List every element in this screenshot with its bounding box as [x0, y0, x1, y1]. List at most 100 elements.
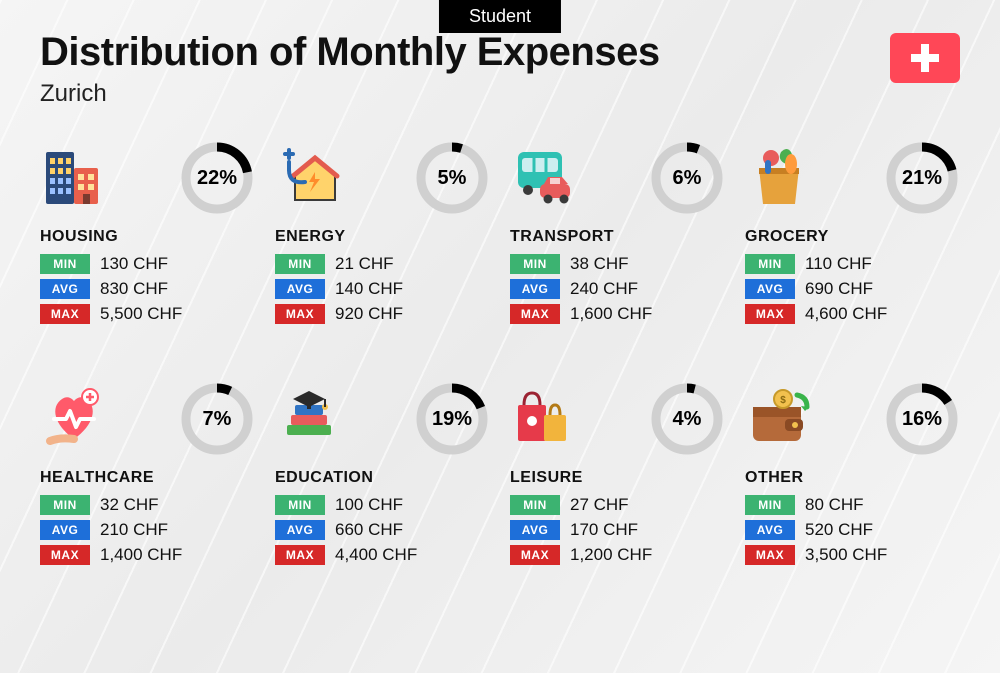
page-subtitle: Zurich: [40, 80, 107, 108]
category-card-education: 19% EDUCATION MIN 100 CHF AVG 660 CHF MA…: [275, 381, 490, 570]
pct-donut-housing: 22%: [179, 140, 255, 216]
stat-row-max: MAX 4,600 CHF: [745, 304, 960, 324]
val-max: 3,500 CHF: [805, 545, 887, 565]
pct-donut-other: 16%: [884, 381, 960, 457]
pct-donut-education: 19%: [414, 381, 490, 457]
val-min: 130 CHF: [100, 254, 168, 274]
tag-min: MIN: [745, 495, 795, 515]
bus-car-icon: [510, 140, 590, 216]
category-grid: 22% HOUSING MIN 130 CHF AVG 830 CHF MAX …: [40, 140, 960, 570]
val-max: 4,400 CHF: [335, 545, 417, 565]
stat-row-min: MIN 27 CHF: [510, 495, 725, 515]
stat-row-min: MIN 80 CHF: [745, 495, 960, 515]
tag-min: MIN: [275, 495, 325, 515]
val-avg: 210 CHF: [100, 520, 168, 540]
tag-max: MAX: [745, 545, 795, 565]
category-card-leisure: 4% LEISURE MIN 27 CHF AVG 170 CHF MAX 1,…: [510, 381, 725, 570]
stat-row-avg: AVG 520 CHF: [745, 520, 960, 540]
val-max: 1,400 CHF: [100, 545, 182, 565]
pct-value: 4%: [649, 381, 725, 457]
category-card-other: $ 16% OTHER MIN 80 CHF AVG 520 CHF MAX 3…: [745, 381, 960, 570]
tag-max: MAX: [510, 304, 560, 324]
tag-avg: AVG: [275, 520, 325, 540]
stat-row-min: MIN 38 CHF: [510, 254, 725, 274]
pct-value: 6%: [649, 140, 725, 216]
val-max: 4,600 CHF: [805, 304, 887, 324]
shopping-bags-icon: [510, 381, 590, 457]
category-card-transport: 6% TRANSPORT MIN 38 CHF AVG 240 CHF MAX …: [510, 140, 725, 329]
tag-avg: AVG: [745, 279, 795, 299]
val-avg: 660 CHF: [335, 520, 403, 540]
stat-row-max: MAX 4,400 CHF: [275, 545, 490, 565]
stat-row-avg: AVG 660 CHF: [275, 520, 490, 540]
pct-donut-transport: 6%: [649, 140, 725, 216]
tag-min: MIN: [40, 495, 90, 515]
pct-value: 21%: [884, 140, 960, 216]
pct-donut-grocery: 21%: [884, 140, 960, 216]
tag-avg: AVG: [40, 279, 90, 299]
pct-value: 22%: [179, 140, 255, 216]
val-avg: 690 CHF: [805, 279, 873, 299]
val-avg: 170 CHF: [570, 520, 638, 540]
tag-min: MIN: [745, 254, 795, 274]
stat-row-avg: AVG 690 CHF: [745, 279, 960, 299]
tag-min: MIN: [510, 495, 560, 515]
val-avg: 520 CHF: [805, 520, 873, 540]
category-title: OTHER: [745, 469, 960, 487]
tag-avg: AVG: [745, 520, 795, 540]
badge-student: Student: [439, 0, 561, 33]
stat-row-min: MIN 110 CHF: [745, 254, 960, 274]
category-title: EDUCATION: [275, 469, 490, 487]
val-min: 38 CHF: [570, 254, 629, 274]
stat-row-max: MAX 1,600 CHF: [510, 304, 725, 324]
energy-house-icon: [275, 140, 355, 216]
val-avg: 240 CHF: [570, 279, 638, 299]
val-max: 1,200 CHF: [570, 545, 652, 565]
pct-value: 16%: [884, 381, 960, 457]
val-min: 80 CHF: [805, 495, 864, 515]
tag-avg: AVG: [40, 520, 90, 540]
stat-row-min: MIN 130 CHF: [40, 254, 255, 274]
val-min: 110 CHF: [805, 254, 872, 274]
healthcare-icon: [40, 381, 120, 457]
tag-max: MAX: [275, 545, 325, 565]
stat-row-max: MAX 1,400 CHF: [40, 545, 255, 565]
category-title: TRANSPORT: [510, 228, 725, 246]
buildings-icon: [40, 140, 120, 216]
stat-row-min: MIN 32 CHF: [40, 495, 255, 515]
tag-max: MAX: [40, 304, 90, 324]
tag-max: MAX: [510, 545, 560, 565]
val-avg: 830 CHF: [100, 279, 168, 299]
val-max: 920 CHF: [335, 304, 403, 324]
stat-row-avg: AVG 240 CHF: [510, 279, 725, 299]
stat-row-max: MAX 1,200 CHF: [510, 545, 725, 565]
stat-row-avg: AVG 830 CHF: [40, 279, 255, 299]
tag-min: MIN: [40, 254, 90, 274]
swiss-flag-icon: [890, 33, 960, 83]
category-title: HOUSING: [40, 228, 255, 246]
tag-max: MAX: [745, 304, 795, 324]
category-title: ENERGY: [275, 228, 490, 246]
val-min: 21 CHF: [335, 254, 394, 274]
education-icon: [275, 381, 355, 457]
tag-max: MAX: [40, 545, 90, 565]
stat-row-avg: AVG 140 CHF: [275, 279, 490, 299]
category-title: LEISURE: [510, 469, 725, 487]
val-min: 32 CHF: [100, 495, 159, 515]
category-card-energy: 5% ENERGY MIN 21 CHF AVG 140 CHF MAX 920…: [275, 140, 490, 329]
tag-avg: AVG: [275, 279, 325, 299]
stat-row-max: MAX 920 CHF: [275, 304, 490, 324]
wallet-icon: $: [745, 381, 825, 457]
val-max: 1,600 CHF: [570, 304, 652, 324]
stat-row-max: MAX 3,500 CHF: [745, 545, 960, 565]
category-card-healthcare: 7% HEALTHCARE MIN 32 CHF AVG 210 CHF MAX…: [40, 381, 255, 570]
svg-text:$: $: [780, 395, 786, 406]
val-max: 5,500 CHF: [100, 304, 182, 324]
pct-donut-leisure: 4%: [649, 381, 725, 457]
tag-avg: AVG: [510, 520, 560, 540]
category-card-housing: 22% HOUSING MIN 130 CHF AVG 830 CHF MAX …: [40, 140, 255, 329]
stat-row-min: MIN 100 CHF: [275, 495, 490, 515]
stat-row-min: MIN 21 CHF: [275, 254, 490, 274]
category-card-grocery: 21% GROCERY MIN 110 CHF AVG 690 CHF MAX …: [745, 140, 960, 329]
grocery-bag-icon: [745, 140, 825, 216]
